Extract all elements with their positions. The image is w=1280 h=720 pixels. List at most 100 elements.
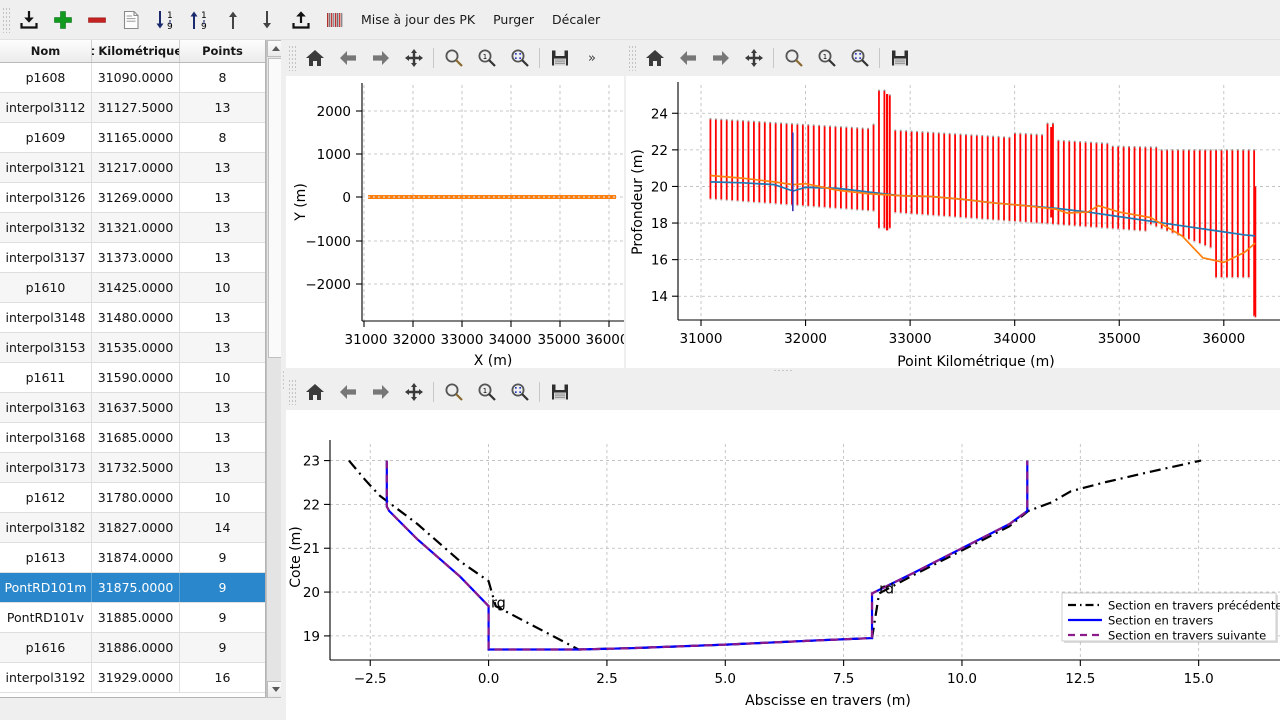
profiles-icon[interactable] [318,3,352,37]
save-button[interactable] [543,43,576,73]
table-row[interactable]: p1611 31590.0000 10 [0,363,265,393]
table-row[interactable]: p1613 31874.0000 9 [0,543,265,573]
splitter-grip [282,370,285,390]
xtick-label: 7.5 [833,671,854,687]
plot-toolbar-drag-handle[interactable] [288,45,296,71]
zoom-select-button[interactable] [503,377,536,407]
scrollbar-track[interactable] [267,358,284,681]
forward-button[interactable] [364,43,397,73]
cell-nom: interpol3132 [0,213,92,242]
zoom-button[interactable] [437,43,470,73]
update-pk-button[interactable]: Mise à jour des PK [361,12,476,27]
remove-icon[interactable] [80,3,114,37]
cell-nom: p1610 [0,273,92,302]
sort-ascending-icon[interactable]: 1 9 [182,3,216,37]
column-header-points[interactable]: Points [202,44,243,58]
table-row[interactable]: interpol3192 31929.0000 16 [0,663,265,693]
pan-button[interactable] [737,43,770,73]
table-row[interactable]: p1616 31886.0000 9 [0,633,265,663]
table-row[interactable]: interpol3153 31535.0000 13 [0,333,265,363]
import-icon[interactable] [12,3,46,37]
cell-points: 13 [214,340,231,355]
pan-button[interactable] [397,377,430,407]
save-button[interactable] [883,43,916,73]
forward-button[interactable] [704,43,737,73]
toolbar-overflow-button[interactable]: » [588,50,596,66]
column-header-nom[interactable]: Nom [0,40,92,62]
svg-text:1: 1 [482,387,486,395]
sort-descending-icon[interactable]: 1 9 [148,3,182,37]
horizontal-splitter[interactable] [286,368,1280,374]
table-row[interactable]: interpol3148 31480.0000 13 [0,303,265,333]
cell-pk: 31685.0000 [92,423,180,452]
table-row[interactable]: interpol3126 31269.0000 13 [0,183,265,213]
home-button[interactable] [638,43,671,73]
series-section-en-travers [385,460,1029,651]
toolbar-divider [433,382,434,402]
zoom-select-button[interactable] [503,43,536,73]
table-row[interactable]: interpol3112 31127.5000 13 [0,93,265,123]
table-row[interactable]: interpol3137 31373.0000 13 [0,243,265,273]
main-toolbar: 1 9 1 9 [0,0,1280,40]
cell-points: 13 [214,310,231,325]
add-icon[interactable] [46,3,80,37]
back-button[interactable] [671,43,704,73]
cell-points: 13 [214,160,231,175]
table-row[interactable]: PontRD101v 31885.0000 9 [0,603,265,633]
home-button[interactable] [298,43,331,73]
cell-nom: p1611 [0,363,92,392]
cell-nom: PontRD101v [0,603,92,632]
pan-button[interactable] [397,43,430,73]
table-row[interactable]: interpol3132 31321.0000 13 [0,213,265,243]
zoom-reset-button[interactable]: 1 [470,377,503,407]
zoom-button[interactable] [777,43,810,73]
plan-view-toolbar: 1 » [286,40,624,76]
zoom-reset-button[interactable]: 1 [470,43,503,73]
shift-button[interactable]: Décaler [552,12,601,27]
table-row[interactable]: interpol3168 31685.0000 13 [0,423,265,453]
table-body: p1608 31090.0000 8 interpol3112 31127.5000 13… [0,63,265,693]
plot-toolbar-drag-handle[interactable] [288,379,296,405]
purge-button[interactable]: Purger [493,12,535,27]
zoom-button[interactable] [437,377,470,407]
table-row[interactable]: p1609 31165.0000 8 [0,123,265,153]
scroll-down-button[interactable] [267,681,284,698]
table-row[interactable]: p1610 31425.0000 10 [0,273,265,303]
vertical-splitter[interactable] [281,40,286,720]
cell-pk: 31637.5000 [92,393,180,422]
table-row[interactable]: interpol3121 31217.0000 13 [0,153,265,183]
table-row[interactable]: interpol3163 31637.5000 13 [0,393,265,423]
table-row[interactable]: p1608 31090.0000 8 [0,63,265,93]
xtick-label: 12.5 [1065,671,1095,687]
table-row[interactable]: p1612 31780.0000 10 [0,483,265,513]
export-icon[interactable] [284,3,318,37]
svg-text:35000: 35000 [538,332,581,348]
ytick-label: 22 [651,143,668,159]
cell-points: 13 [214,430,231,445]
ytick-label: 16 [651,253,668,269]
table-row[interactable]: interpol3173 31732.5000 13 [0,453,265,483]
plan-view-canvas[interactable]: 2000 1000 0 −1000 −2000 31000 [286,76,624,368]
back-button[interactable] [331,377,364,407]
back-button[interactable] [331,43,364,73]
plot-toolbar-drag-handle[interactable] [628,45,636,71]
cell-pk: 31373.0000 [92,243,180,272]
cell-nom: p1613 [0,543,92,572]
forward-button[interactable] [364,377,397,407]
zoom-reset-button[interactable]: 1 [810,43,843,73]
save-button[interactable] [543,377,576,407]
document-icon[interactable] [114,3,148,37]
cross-section-canvas[interactable]: rg rd 19 20 21 22 23 −2.5 0.0 2.5 5.0 7.5 10.0 12.5 15… [286,410,1280,720]
sections-table[interactable]: Nom t Kilométrique Points p1608 31090.000… [0,40,266,698]
column-header-pk[interactable]: t Kilométrique [92,40,180,62]
move-up-icon[interactable] [216,3,250,37]
table-row[interactable]: interpol3182 31827.0000 14 [0,513,265,543]
table-row[interactable]: PontRD101m 31875.0000 9 [0,573,265,603]
cell-nom: p1608 [0,63,92,92]
toolbar-drag-handle[interactable] [2,6,10,33]
home-button[interactable] [298,377,331,407]
depth-profile-canvas[interactable]: 14 16 18 20 22 24 31000 32000 33000 34000 35000 360… [626,76,1280,368]
zoom-select-button[interactable] [843,43,876,73]
xtick-label: 31000 [680,331,723,347]
move-down-icon[interactable] [250,3,284,37]
